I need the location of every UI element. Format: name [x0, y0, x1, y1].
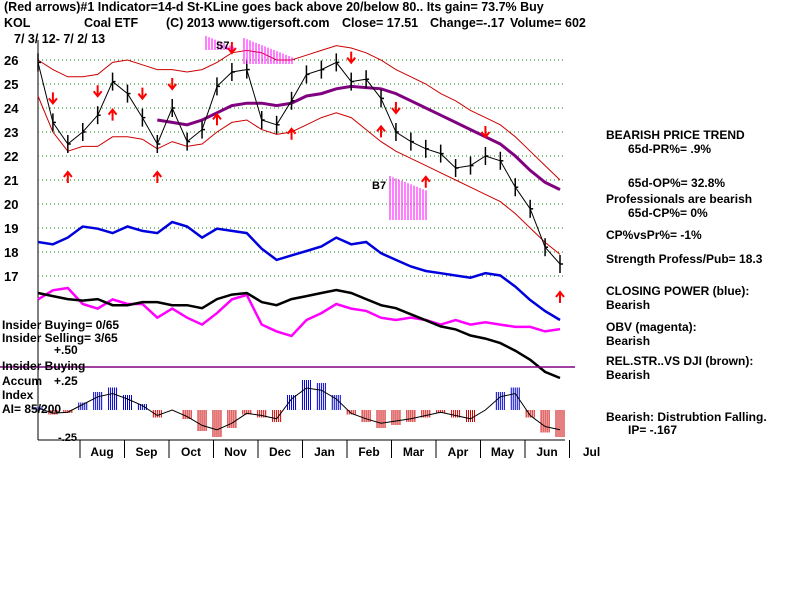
x-tick-label: Sep: [135, 445, 157, 459]
accum-minus25: -.25: [58, 432, 77, 444]
signal-arrow-up: [555, 290, 565, 303]
y-tick-label: 20: [4, 197, 18, 212]
y-tick-label: 22: [4, 149, 18, 164]
signal-arrow-up: [286, 127, 297, 140]
relstr-value: Bearish: [606, 368, 651, 382]
distribution-label: Bearish: Distrubtion Falling.: [606, 410, 767, 424]
accum-plus25: +.25: [54, 374, 78, 388]
signal-arrow-up: [152, 170, 163, 183]
professionals-label: Professionals are bearish: [606, 192, 753, 206]
y-tick-label: 25: [4, 77, 18, 92]
x-tick-label: Jul: [583, 445, 600, 459]
header-date-range: 7/ 3/ 12- 7/ 2/ 13: [14, 32, 106, 46]
y-tick-label: 24: [4, 101, 19, 116]
x-tick-label: Jan: [314, 445, 335, 459]
header-change: Change=-.17: [430, 16, 505, 30]
x-tick-label: Dec: [269, 445, 291, 459]
y-tick-label: 17: [4, 269, 18, 284]
header-volume: Volume= 602: [510, 16, 586, 30]
x-tick-label: Mar: [403, 445, 425, 459]
x-tick-label: Apr: [448, 445, 469, 459]
obv-value: Bearish: [606, 334, 651, 348]
accum-average-line: [37, 387, 561, 431]
signal-arrow-up: [63, 170, 73, 183]
signal-arrow-down: [167, 78, 178, 91]
signal-arrow-up: [212, 112, 222, 126]
x-tick-label: Jun: [536, 445, 557, 459]
accum-plus50: +.50: [54, 343, 78, 357]
closing-power-value: Bearish: [606, 298, 651, 312]
series-kol-close: [37, 61, 561, 265]
header-name: Coal ETF: [84, 16, 139, 30]
bearish-price-trend: BEARISH PRICE TREND: [606, 128, 745, 142]
signal-arrow-down: [227, 42, 237, 55]
signal-arrow-down: [346, 51, 356, 65]
closing-power-line: [37, 220, 561, 322]
pr-value: 65d-PR%= .9%: [628, 142, 712, 156]
cpvspr-value: CP%vsPr%= -1%: [606, 228, 702, 242]
signal-s7: S7: [216, 40, 230, 52]
header-close: Close= 17.51: [342, 16, 419, 30]
x-tick-label: May: [491, 445, 515, 459]
x-tick-label: Aug: [90, 445, 113, 459]
signal-arrow-up: [376, 124, 386, 138]
strength-value: Strength Profess/Pub= 18.3: [606, 252, 763, 266]
signal-arrow-down: [92, 85, 103, 98]
relstr-label: REL.STR..VS DJI (brown):: [606, 354, 754, 368]
ai-label: AI= 85/200: [2, 402, 62, 416]
index-label: Index: [2, 388, 34, 402]
op-value: 65d-OP%= 32.8%: [628, 176, 726, 190]
series-upper-band: [37, 45, 561, 181]
header-copyright: (C) 2013 www.tigersoft.com: [166, 16, 330, 30]
x-tick-label: Nov: [224, 445, 247, 459]
signal-arrow-up: [107, 107, 118, 121]
signal-arrow-down: [48, 92, 58, 106]
accum-label: Accum: [2, 374, 43, 388]
signal-arrow-up: [420, 175, 431, 188]
x-tick-label: Oct: [181, 445, 201, 459]
series-65-day-ma: [157, 84, 561, 191]
y-tick-label: 23: [4, 125, 18, 140]
closing-power-label: CLOSING POWER (blue):: [606, 284, 750, 298]
y-tick-label: 19: [4, 221, 18, 236]
obv-label: OBV (magenta):: [606, 320, 697, 334]
insider-line-label: Insider Buying: [2, 359, 86, 373]
cp-value: 65d-CP%= 0%: [628, 206, 708, 220]
x-tick-label: Feb: [358, 445, 379, 459]
series-lower-band: [37, 95, 561, 255]
signal-arrow-down: [480, 126, 491, 139]
insider-buying-count: Insider Buying= 0/65: [2, 318, 120, 332]
insider-selling-count: Insider Selling= 3/65: [2, 331, 118, 345]
signal-b7: B7: [372, 180, 387, 192]
ip-value: IP= -.167: [628, 423, 678, 437]
y-tick-label: 26: [4, 53, 18, 68]
relstr-line: [37, 288, 561, 380]
header-line-1: (Red arrows)#1 Indicator=14-d St-KLine g…: [4, 0, 544, 14]
y-tick-label: 18: [4, 245, 18, 260]
signal-arrow-down: [391, 102, 401, 115]
y-tick-label: 21: [4, 173, 18, 188]
obv-line: [37, 286, 561, 338]
header-symbol: KOL: [4, 16, 31, 30]
signal-arrow-down: [137, 87, 148, 101]
